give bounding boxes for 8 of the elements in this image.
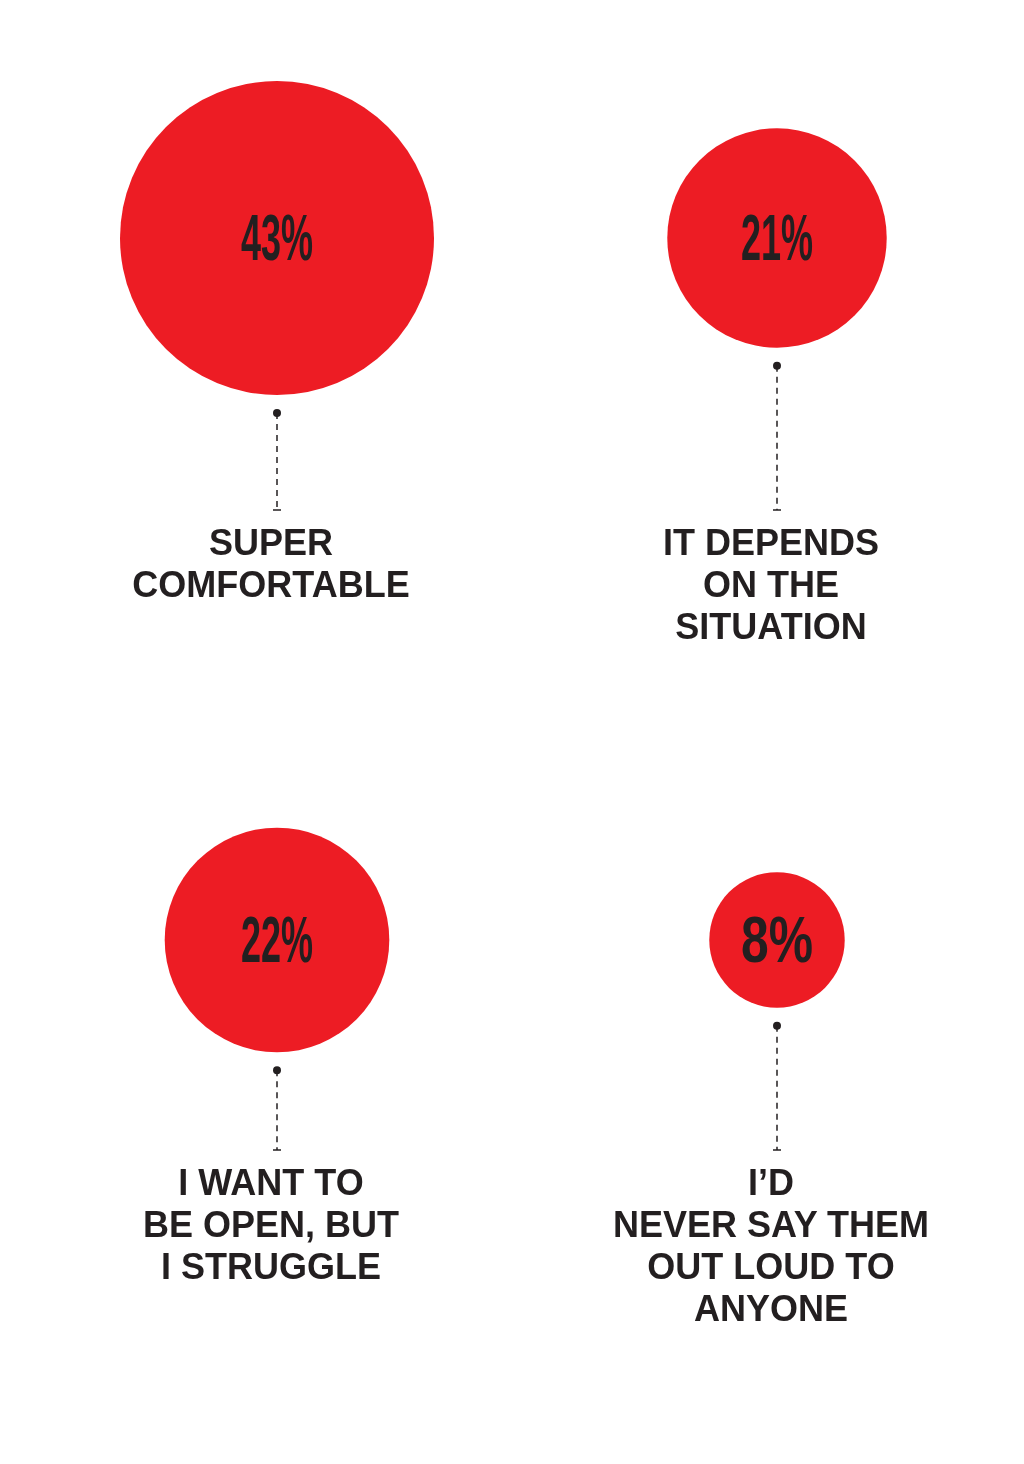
category-label: IT DEPENDS ON THE SITUATION: [662, 522, 880, 647]
category-label: SUPER COMFORTABLE: [132, 522, 410, 605]
data-label: 8%: [741, 904, 834, 976]
data-label: 21%: [741, 202, 870, 274]
data-label: 22%: [241, 904, 370, 976]
data-label: 43%: [241, 202, 370, 274]
category-label: I’D NEVER SAY THEM OUT LOUD TO ANYONE: [612, 1162, 930, 1329]
category-label: I WANT TO BE OPEN, BUT I STRUGGLE: [142, 1162, 400, 1287]
